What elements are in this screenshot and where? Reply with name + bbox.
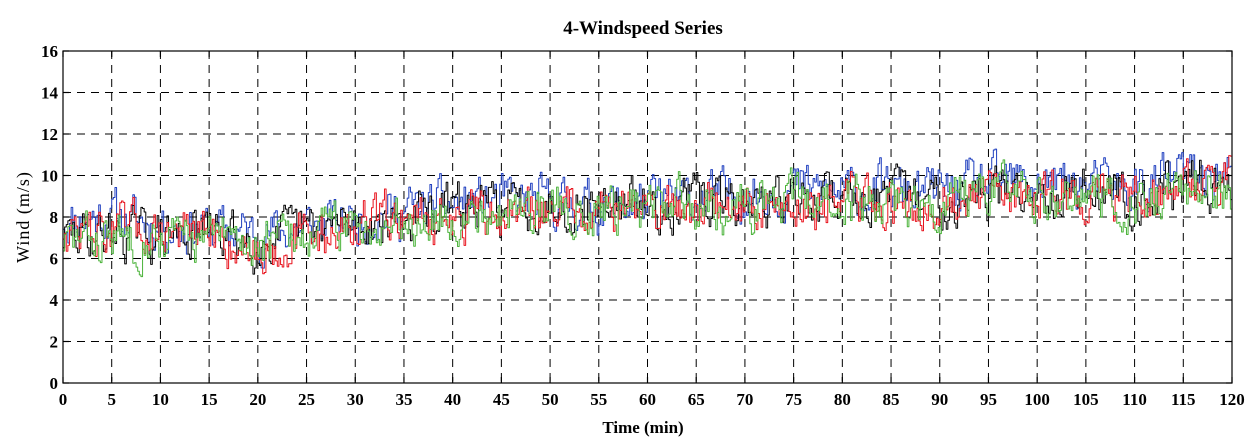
- x-tick-label: 40: [444, 390, 461, 409]
- x-tick-label: 45: [493, 390, 510, 409]
- y-tick-label: 14: [41, 84, 59, 103]
- axis-ticks: [62, 50, 1233, 384]
- x-tick-label: 80: [834, 390, 851, 409]
- series-line-4: [63, 159, 1233, 278]
- x-tick-label: 120: [1219, 390, 1245, 409]
- x-tick-label: 20: [249, 390, 266, 409]
- y-tick-label: 16: [41, 42, 58, 61]
- x-tick-label: 100: [1024, 390, 1050, 409]
- x-tick-label: 25: [298, 390, 315, 409]
- x-tick-labels: 0 5 10 15 20 25 30 35 40 45 50 55 60 65 70 75 80 85 90 95 10…: [59, 390, 1245, 409]
- x-tick-label: 110: [1122, 390, 1147, 409]
- x-tick-label: 30: [347, 390, 364, 409]
- y-axis-label: Wind (m/s): [13, 171, 34, 263]
- y-tick-label: 10: [41, 167, 58, 186]
- x-tick-label: 55: [590, 390, 607, 409]
- x-tick-label: 75: [785, 390, 802, 409]
- x-tick-label: 5: [107, 390, 116, 409]
- y-tick-label: 0: [50, 374, 59, 393]
- x-tick-label: 50: [542, 390, 559, 409]
- y-tick-label: 8: [50, 208, 59, 227]
- y-tick-label: 12: [41, 125, 58, 144]
- x-tick-label: 95: [980, 390, 997, 409]
- x-tick-label: 105: [1073, 390, 1099, 409]
- x-tick-label: 15: [201, 390, 218, 409]
- x-tick-label: 35: [395, 390, 412, 409]
- x-tick-label: 90: [931, 390, 948, 409]
- chart-title: 4-Windspeed Series: [563, 18, 723, 39]
- y-tick-label: 6: [50, 250, 59, 269]
- x-tick-label: 115: [1171, 390, 1196, 409]
- x-axis-label: Time (min): [602, 418, 683, 437]
- x-tick-label: 60: [639, 390, 656, 409]
- y-tick-label: 2: [50, 333, 59, 352]
- y-tick-labels: 0 2 4 6 8 10 12 14 16: [41, 42, 59, 393]
- x-tick-label: 10: [152, 390, 169, 409]
- x-tick-label: 0: [59, 390, 68, 409]
- x-tick-label: 65: [688, 390, 705, 409]
- x-tick-label: 70: [736, 390, 753, 409]
- series-line-3: [63, 155, 1233, 275]
- series-layer: [63, 148, 1233, 278]
- y-tick-label: 4: [50, 291, 59, 310]
- x-tick-label: 85: [883, 390, 900, 409]
